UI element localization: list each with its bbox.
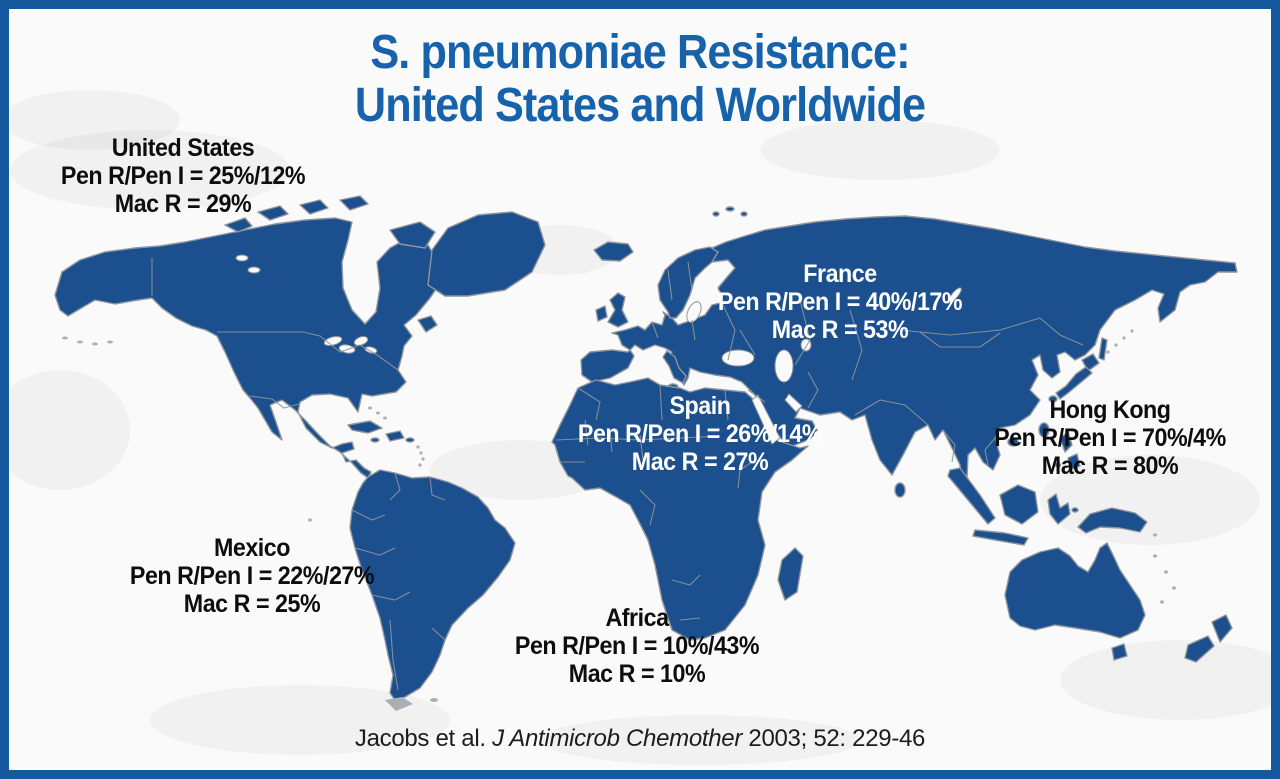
label-spain: Spain Pen R/Pen I = 26%/14% Mac R = 27% [542,392,858,476]
red-sea [751,394,781,445]
landmass-nz-south [1184,635,1215,663]
region-pen-stat: Pen R/Pen I = 10%/43% [514,632,760,660]
citation: Jacobs et al. J Antimicrob Chemother 200… [9,725,1271,753]
region-name: Africa [605,604,669,632]
landmass-scandinavia [657,246,719,319]
landmass-italy [662,350,687,384]
region-pen-stat: Pen R/Pen I = 70%/4% [994,424,1226,452]
region-pen-stat: Pen R/Pen I = 26%/14% [577,420,823,448]
country-borders [151,258,1084,691]
region-name: Hong Kong [1049,396,1171,424]
region-pen-stat: Pen R/Pen I = 22%/27% [129,562,375,590]
region-mac-stat: Mac R = 10% [568,660,706,688]
landmass-eurasia [580,215,1238,493]
landmass-iceland [593,241,634,262]
landmass-great-britain [607,292,629,328]
landmass-java [972,529,1029,546]
landmass-sakhalin [1098,337,1108,361]
landmass-greenland [427,211,546,297]
landmass-philippines [1059,431,1073,453]
landmass-africa [551,377,809,641]
landmass-sumatra [947,467,996,525]
citation-journal: J Antimicrob Chemother [492,725,743,752]
baltic-sea [686,301,702,323]
lakes [235,254,962,445]
region-mac-stat: Mac R = 80% [1041,452,1179,480]
label-mexico: Mexico Pen R/Pen I = 22%/27% Mac R = 25% [94,534,410,618]
label-hong-kong: Hong Kong Pen R/Pen I = 70%/4% Mac R = 8… [952,396,1268,480]
region-mac-stat: Mac R = 53% [771,316,909,344]
landmass-tasmania [1111,643,1128,661]
region-pen-stat: Pen R/Pen I = 40%/17% [717,288,963,316]
label-france: France Pen R/Pen I = 40%/17% Mac R = 53% [682,260,998,344]
landmass-cuba [347,420,383,434]
minor-islands [62,329,1176,711]
landmass-australia [1004,542,1146,639]
persian-gulf [784,393,803,413]
label-united-states: United States Pen R/Pen I = 25%/12% Mac … [25,134,341,218]
region-name: United States [111,134,255,162]
caspian-sea [774,349,794,383]
region-mac-stat: Mac R = 29% [114,190,252,218]
landmass-ireland [595,305,608,322]
region-name: Mexico [213,534,291,562]
region-name: Spain [669,392,731,420]
citation-issue: 2003; 52: 229-46 [742,725,926,752]
page-title: S. pneumoniae Resistance: United States … [72,26,1208,132]
region-pen-stat: Pen R/Pen I = 25%/12% [60,162,306,190]
black-sea [721,349,755,367]
region-name: France [803,260,877,288]
landmass-newfoundland [417,315,438,333]
landmass-sri-lanka [894,482,906,498]
title-line-2: United States and Worldwide [354,79,926,132]
landmass-hainan [1007,437,1019,447]
landmass-nz-north [1211,614,1233,643]
region-mac-stat: Mac R = 25% [183,590,321,618]
region-mac-stat: Mac R = 27% [631,448,769,476]
landmass-honshu [1055,366,1093,400]
landmass-new-guinea [1077,507,1148,534]
landmass-taiwan [1038,422,1050,438]
citation-authors: Jacobs et al. [354,725,493,752]
title-line-1: S. pneumoniae Resistance: [370,26,910,79]
landmass-borneo [999,484,1039,525]
landmass-madagascar [777,547,804,601]
label-africa: Africa Pen R/Pen I = 10%/43% Mac R = 10% [479,604,795,688]
landmass-sulawesi [1047,493,1071,525]
